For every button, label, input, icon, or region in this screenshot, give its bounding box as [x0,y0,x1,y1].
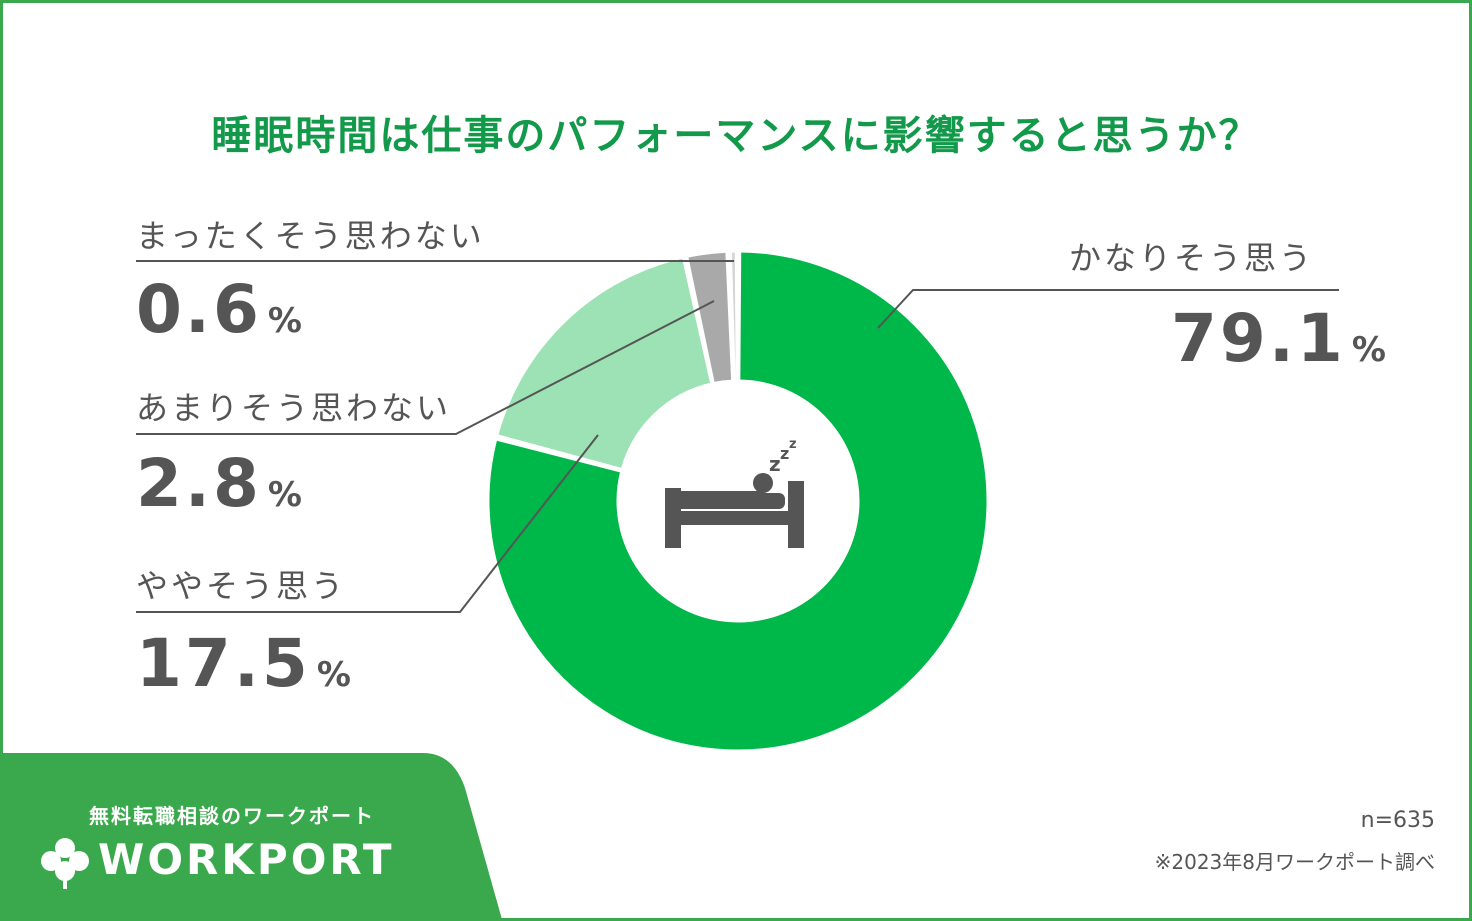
leader-line-somewhat-disagree [136,300,715,435]
label-strongly-agree: かなりそう思う [1069,239,1315,277]
source-note: ※2023年8月ワークポート調べ [1154,850,1435,874]
value-somewhat-disagree-unit: % [267,475,302,515]
sleeping-bed-icon: z z z [665,437,804,548]
value-strongly-disagree-number: 0.6 [136,271,262,348]
slice-strongly-disagree [728,249,739,383]
slice-somewhat-agree [494,255,714,472]
value-strongly-agree: 79.1% [1171,300,1386,377]
donut-slices [486,249,990,753]
label-somewhat-agree: ややそう思う [136,567,347,605]
value-strongly-disagree-unit: % [267,301,302,341]
leader-line-somewhat-agree [136,434,599,613]
value-strongly-disagree: 0.6% [136,271,302,348]
value-strongly-agree-unit: % [1351,330,1386,370]
slice-strongly-agree [486,249,990,753]
slice-somewhat-disagree [684,249,735,386]
value-somewhat-agree-unit: % [316,655,351,695]
chart-title: 睡眠時間は仕事のパフォーマンスに影響すると思うか？ [211,113,1261,159]
footer-banner [3,753,502,918]
leader-line-strongly-agree [877,289,1339,329]
label-strongly-disagree: まったくそう思わない [136,217,485,255]
svg-text:z: z [780,444,789,463]
clover-icon [41,838,89,889]
value-somewhat-disagree: 2.8% [136,445,302,522]
svg-text:z: z [769,452,781,476]
value-strongly-agree-number: 79.1 [1171,300,1346,377]
leader-lines [136,260,1339,613]
svg-text:z: z [789,437,797,452]
value-somewhat-agree-number: 17.5 [136,625,311,702]
brand-logo-text: WORKPORT [98,835,395,884]
value-somewhat-disagree-number: 2.8 [136,445,262,522]
footer-tagline: 無料転職相談のワークポート [89,804,375,828]
donut-chart: z z z [136,249,1339,753]
value-somewhat-agree: 17.5% [136,625,351,702]
sample-size: n=635 [1360,808,1435,833]
label-somewhat-disagree: あまりそう思わない [136,389,452,427]
